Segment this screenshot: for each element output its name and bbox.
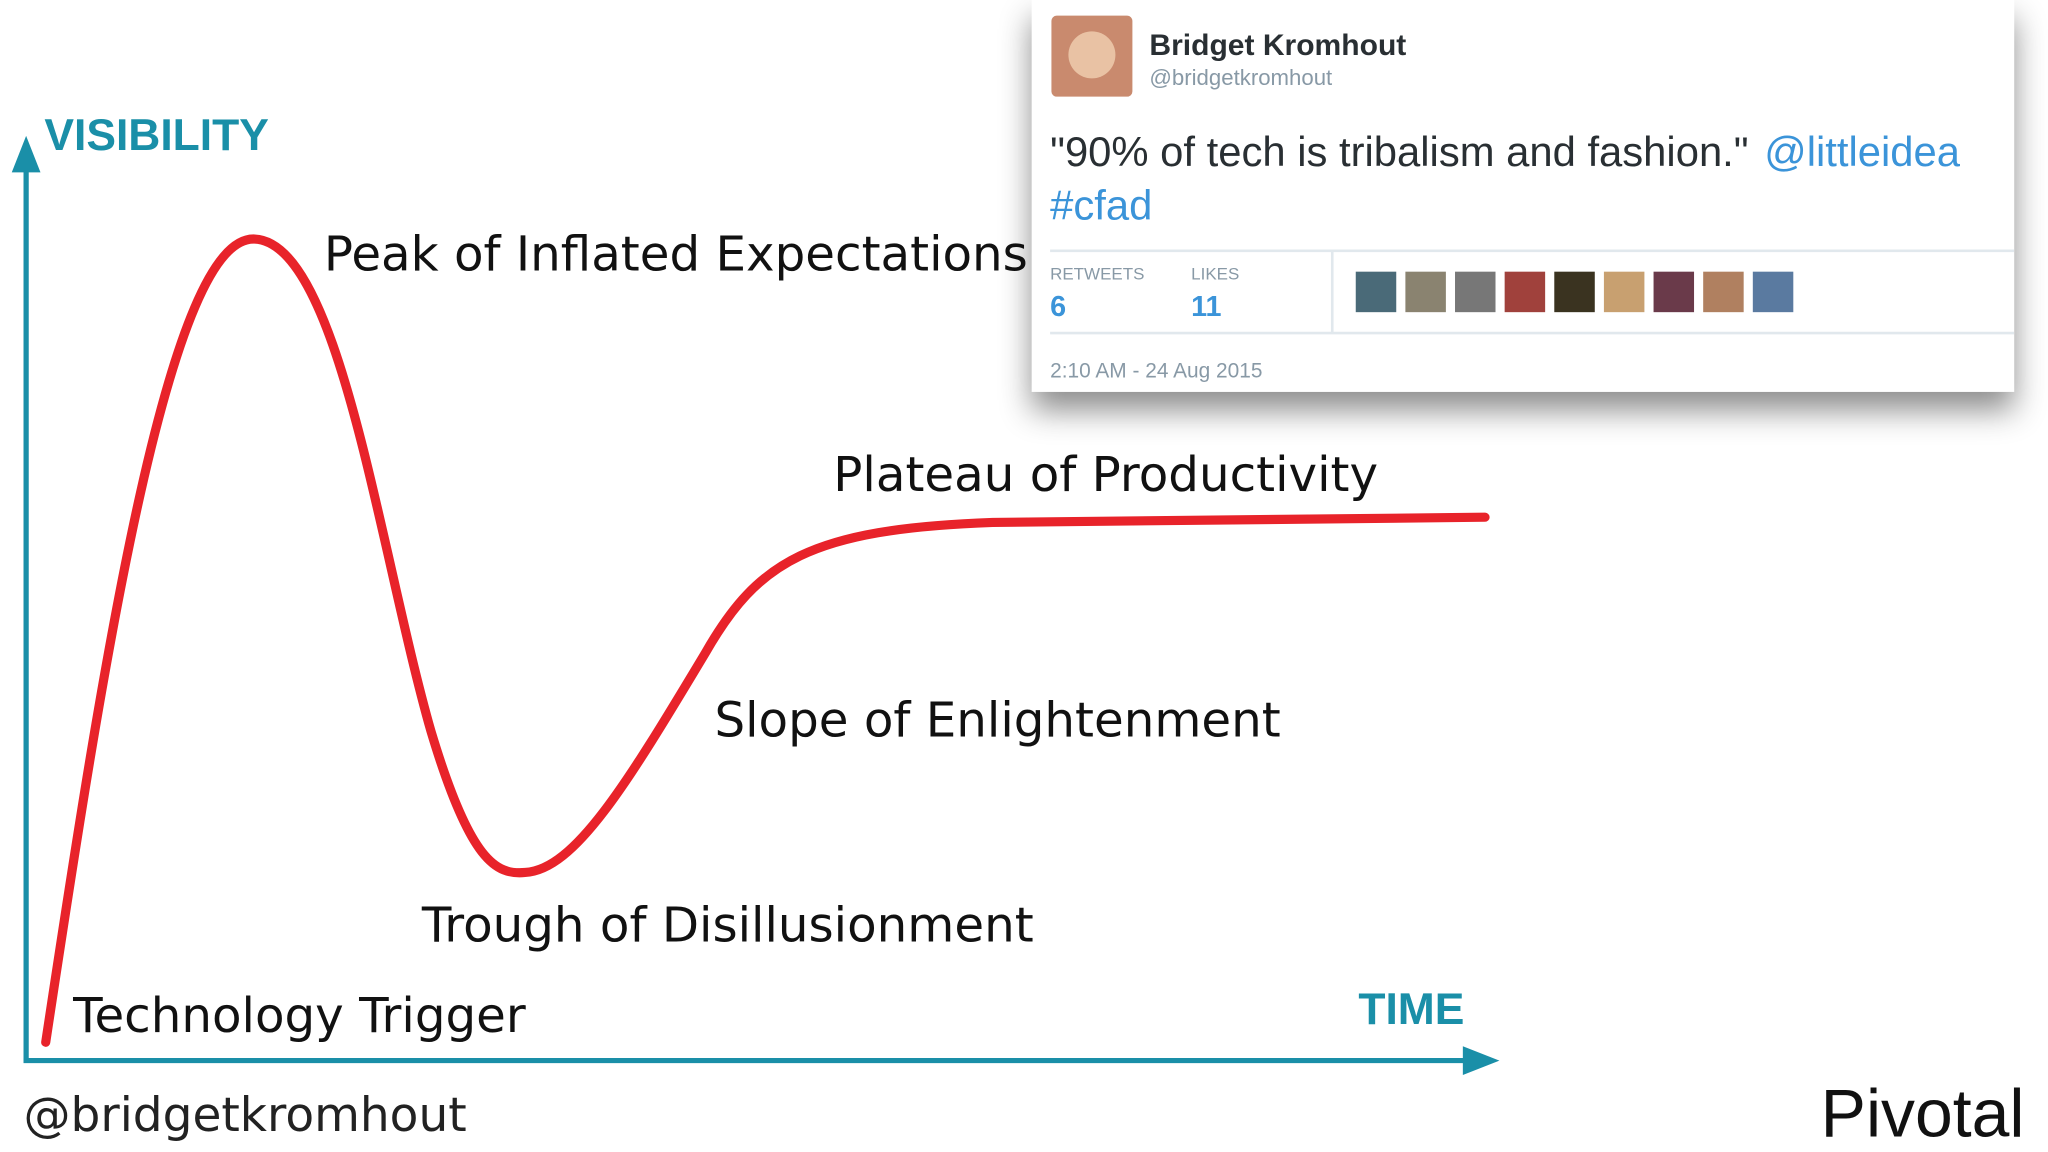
likes-count[interactable]: 11 (1191, 291, 1221, 323)
liker-avatar[interactable] (1455, 271, 1496, 313)
axes (11, 135, 1500, 1075)
hashtag[interactable]: #cfad (1050, 181, 1152, 228)
liker-avatar[interactable] (1554, 271, 1595, 313)
liker-avatar[interactable] (1405, 271, 1446, 313)
tweet-body: "90% of tech is tribalism and fashion." (1050, 128, 1749, 175)
phase-label: Plateau of Productivity (833, 447, 1378, 503)
mention[interactable]: @littleidea (1764, 128, 1960, 175)
liker-avatar[interactable] (1355, 271, 1397, 313)
tweet-text: "90% of tech is tribalism and fashion." @… (1050, 128, 1961, 175)
retweets-count[interactable]: 6 (1050, 291, 1066, 323)
logo: Pivotal (1821, 1076, 2025, 1151)
liker-avatar[interactable] (1703, 271, 1744, 313)
card-bg (1031, 0, 2015, 392)
liker-avatars (1355, 271, 1794, 313)
phase-label: Trough of Disillusionment (421, 898, 1034, 954)
tweet-card: Bridget Kromhout @bridgetkromhout "90% o… (1031, 0, 2015, 392)
x-axis-label: TIME (1358, 985, 1464, 1034)
x-arrow (1462, 1046, 1500, 1075)
footer-handle: @bridgetkromhout (24, 1088, 467, 1143)
retweets-label: RETWEETS (1050, 265, 1144, 284)
phase-label: Slope of Enlightenment (714, 693, 1280, 749)
phase-label: Peak of Inflated Expectations (324, 226, 1028, 282)
y-arrow (11, 135, 41, 173)
liker-avatar[interactable] (1603, 271, 1645, 313)
phase-label: Technology Trigger (72, 988, 526, 1044)
tweet-name: Bridget Kromhout (1149, 29, 1406, 62)
hype-curve (41, 234, 1490, 1047)
avatar-face (1068, 31, 1116, 79)
tweet-handle: @bridgetkromhout (1149, 65, 1332, 90)
timestamp: 2:10 AM - 24 Aug 2015 (1050, 359, 1262, 382)
liker-avatar[interactable] (1504, 271, 1546, 313)
liker-avatar[interactable] (1653, 271, 1695, 313)
y-axis-label: VISIBILITY (44, 111, 268, 160)
likes-label: LIKES (1191, 265, 1239, 284)
liker-avatar[interactable] (1752, 271, 1794, 313)
